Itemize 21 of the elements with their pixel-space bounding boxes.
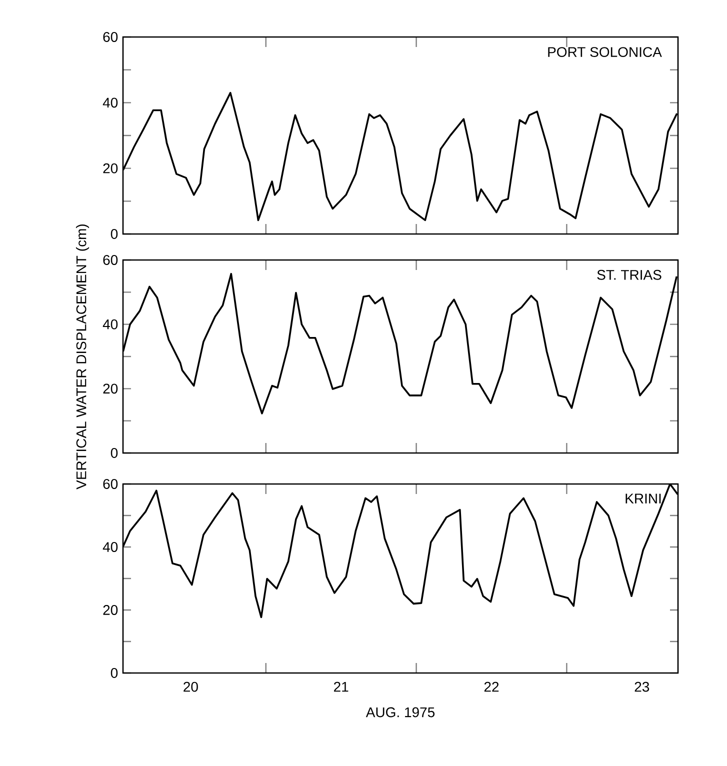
y-tick-label: 0 <box>110 229 118 239</box>
y-tick-label: 0 <box>110 668 118 678</box>
x-axis-title: AUG. 1975 <box>366 707 435 718</box>
y-tick-label: 40 <box>102 319 118 330</box>
y-tick-label: 60 <box>103 479 118 489</box>
text: ST. TRIAS <box>597 270 662 280</box>
y-axis-title: VERTICAL WATER DISPLACEMENT (cm) <box>76 224 90 490</box>
y-tick-label: 40 <box>102 98 118 108</box>
x-tick-label: 22 <box>484 682 499 692</box>
text: KRINI <box>626 494 661 504</box>
y-tick-label: 20 <box>103 605 118 615</box>
y-tick-label: 60 <box>103 32 118 42</box>
x-tick-label: 21 <box>334 682 348 692</box>
x-tick-label: 20 <box>184 682 198 692</box>
text: PORT SOLONICA <box>548 47 662 57</box>
y-tick-label: 20 <box>103 384 118 394</box>
y-tick-label: 20 <box>103 163 118 174</box>
x-tick-label: 23 <box>634 682 650 692</box>
y-tick-label: 0 <box>110 448 118 458</box>
y-tick-label: 60 <box>103 255 118 265</box>
y-tick-label: 40 <box>102 542 118 552</box>
